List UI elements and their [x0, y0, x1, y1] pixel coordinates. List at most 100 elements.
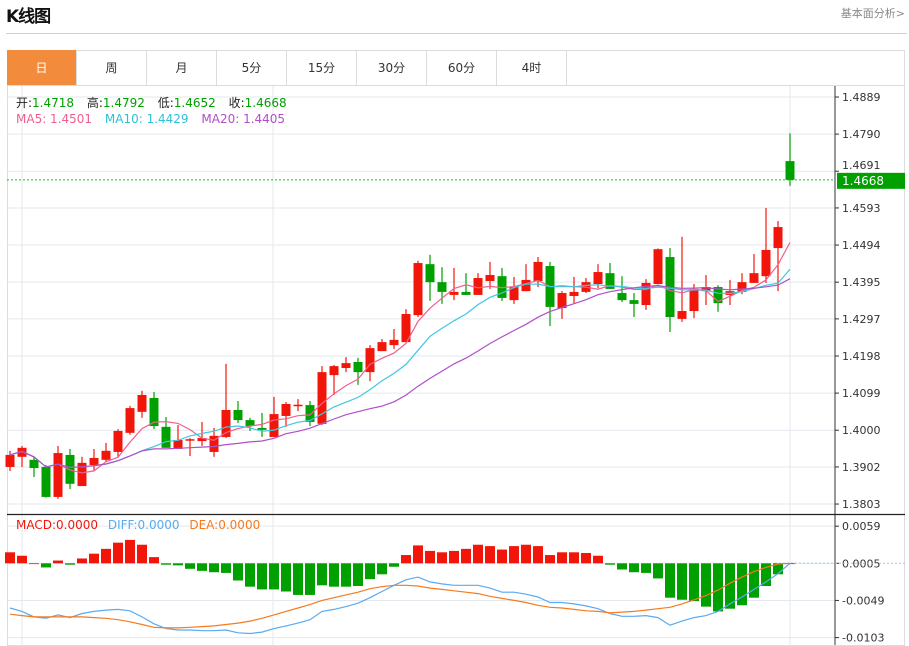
candle-down: [233, 409, 243, 421]
candle-up: [341, 363, 351, 368]
ma20-line: [9, 278, 791, 469]
macd-tick-label: -0.0049: [842, 594, 884, 607]
candle-up: [293, 404, 303, 407]
macd-bar-positive: [593, 555, 603, 564]
macd-bar-negative: [773, 563, 783, 575]
macd-bar-positive: [581, 552, 591, 564]
macd-bar-negative: [737, 563, 747, 606]
macd-bar-negative: [269, 563, 279, 590]
price-tick-label: 1.3902: [842, 461, 881, 474]
tab-5min[interactable]: 5分: [217, 50, 287, 85]
period-tabs: 日 周 月 5分 15分 30分 60分 4时: [7, 50, 905, 86]
macd-bar-positive: [425, 550, 435, 564]
tab-15min[interactable]: 15分: [287, 50, 357, 85]
candle-up: [281, 403, 291, 416]
price-tick-label: 1.4593: [842, 202, 881, 215]
macd-bar-positive: [449, 550, 459, 564]
candle-up: [401, 314, 411, 343]
macd-bar-negative: [305, 563, 315, 595]
candle-up: [197, 438, 207, 442]
macd-bar-negative: [197, 563, 207, 571]
macd-bar-negative: [233, 563, 243, 581]
candle-up: [653, 249, 663, 285]
candle-down: [245, 420, 255, 427]
candle-up: [269, 414, 279, 437]
price-tick-label: 1.4395: [842, 276, 881, 289]
price-tick-label: 1.3803: [842, 498, 881, 511]
macd-bar-positive: [437, 552, 447, 564]
diff-value: DIFF:0.0000: [107, 518, 180, 532]
candle-up: [209, 435, 219, 452]
candle-up: [137, 394, 147, 412]
macd-bar-negative: [701, 563, 711, 607]
divider: [6, 33, 907, 34]
candle-down: [425, 264, 435, 283]
macd-bar-negative: [209, 563, 219, 573]
open-label: 开:: [16, 96, 33, 110]
candle-down: [41, 466, 51, 497]
macd-bar-positive: [473, 544, 483, 564]
macd-bar-negative: [689, 563, 699, 602]
macd-bar-negative: [41, 563, 51, 568]
current-price-label: 1.4668: [842, 174, 884, 188]
tab-month[interactable]: 月: [147, 50, 217, 85]
macd-bar-positive: [17, 555, 27, 564]
macd-bar-positive: [485, 546, 495, 564]
candle-down: [437, 282, 447, 292]
ma5-value: MA5: 1.4501: [16, 112, 93, 126]
tab-week[interactable]: 周: [77, 50, 147, 85]
tab-day[interactable]: 日: [7, 50, 77, 85]
price-tick-label: 1.4297: [842, 313, 881, 326]
macd-bar-negative: [629, 563, 639, 573]
tab-60min[interactable]: 60分: [427, 50, 497, 85]
macd-bar-positive: [401, 555, 411, 564]
macd-bar-negative: [161, 563, 171, 565]
candle-up: [365, 348, 375, 373]
candle-down: [713, 287, 723, 304]
macd-bar-positive: [533, 546, 543, 564]
macd-bar-negative: [713, 563, 723, 612]
candle-up: [125, 408, 135, 433]
price-tick-label: 1.4198: [842, 350, 881, 363]
candle-up: [317, 372, 327, 424]
candle-up: [761, 249, 771, 277]
macd-bar-negative: [365, 563, 375, 580]
macd-bar-positive: [77, 558, 87, 564]
candle-up: [473, 278, 483, 295]
macd-bar-negative: [341, 563, 351, 587]
candle-up: [569, 291, 579, 297]
candle-down: [149, 397, 159, 427]
macd-bar-negative: [185, 563, 195, 569]
macd-bar-positive: [125, 539, 135, 564]
macd-bar-positive: [5, 552, 15, 564]
macd-bar-negative: [377, 563, 387, 575]
price-tick-label: 1.4790: [842, 128, 881, 141]
fundamental-analysis-link[interactable]: 基本面分析>: [840, 7, 905, 20]
candle-down: [605, 273, 615, 289]
tab-4hour[interactable]: 4时: [497, 50, 567, 85]
macd-bar-positive: [521, 544, 531, 564]
low-value: 1.4652: [173, 96, 216, 110]
macd-bar-negative: [329, 563, 339, 587]
candle-up: [173, 439, 183, 449]
ma20-value: MA20: 1.4405: [201, 112, 286, 126]
macd-tick-label: 0.0005: [842, 557, 881, 570]
candle-up: [413, 263, 423, 316]
macd-bar-negative: [221, 563, 231, 573]
macd-bar-negative: [761, 563, 771, 586]
ohlc-legend: 开:1.4718 高:1.4792 低:1.4652 收:1.4668: [16, 94, 296, 111]
macd-bar-negative: [293, 563, 303, 595]
candle-down: [785, 161, 795, 180]
tab-30min[interactable]: 30分: [357, 50, 427, 85]
candle-up: [593, 272, 603, 285]
macd-bar-negative: [173, 563, 183, 566]
macd-bar-positive: [509, 546, 519, 564]
candle-up: [17, 447, 27, 457]
diff-line: [9, 562, 791, 635]
macd-bar-negative: [641, 563, 651, 573]
candle-up: [53, 453, 63, 497]
macd-bar-negative: [245, 563, 255, 587]
candle-down: [161, 426, 171, 448]
candle-up: [377, 342, 387, 352]
